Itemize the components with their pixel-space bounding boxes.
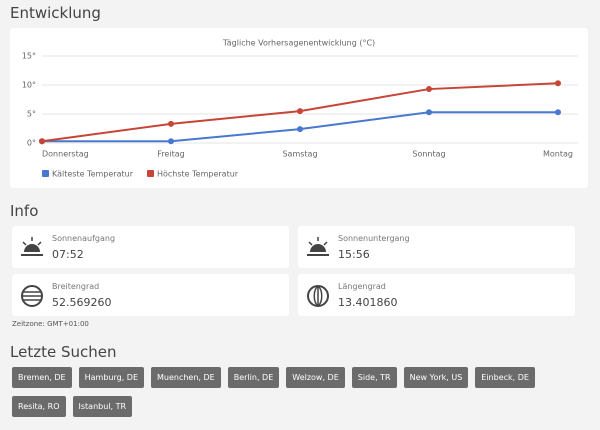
info-label: Breitengrad bbox=[52, 282, 100, 291]
x-tick-label: Sonntag bbox=[412, 150, 445, 159]
sunset-icon bbox=[307, 237, 329, 256]
point bbox=[168, 120, 174, 127]
timezone: Zeitzone: GMT+01:00 bbox=[12, 320, 89, 328]
section-heading: Letzte Suchen bbox=[10, 343, 117, 361]
search-button[interactable]: Side, TR bbox=[351, 367, 397, 388]
point bbox=[555, 109, 561, 116]
legend-swatch bbox=[42, 170, 49, 177]
point bbox=[555, 80, 561, 87]
info-card: Breitengrad 52.569260 bbox=[12, 274, 289, 316]
info-label: Sonnenaufgang bbox=[52, 234, 116, 243]
info-label: Längengrad bbox=[338, 282, 386, 291]
chart: Tägliche Vorhersagenentwicklung (°C) 0° 5… bbox=[22, 39, 578, 179]
latitude-icon bbox=[21, 285, 43, 307]
info-card: Längengrad 13.401860 bbox=[298, 274, 575, 316]
section-heading: Info bbox=[10, 202, 39, 220]
info-label: Sonnenuntergang bbox=[338, 234, 410, 243]
search-button[interactable]: Welzow, DE bbox=[286, 367, 345, 388]
y-tick-label: 15° bbox=[22, 52, 36, 61]
section-heading: Entwicklung bbox=[10, 4, 101, 22]
search-button[interactable]: Resita, RO bbox=[12, 396, 66, 417]
point bbox=[168, 138, 174, 145]
info-value: 52.569260 bbox=[52, 296, 112, 309]
search-button[interactable]: Hamburg, DE bbox=[78, 367, 144, 388]
x-tick-label: Montag bbox=[543, 150, 573, 159]
recent-searches: Bremen, DE Hamburg, DE Muenchen, DE Berlin,… bbox=[12, 367, 592, 417]
x-tick-label: Freitag bbox=[157, 150, 184, 159]
x-tick-label: Samstag bbox=[282, 150, 317, 159]
chart-title: Tägliche Vorhersagenentwicklung (°C) bbox=[222, 39, 375, 48]
y-tick-label: 5° bbox=[27, 110, 36, 119]
chart-card: Tägliche Vorhersagenentwicklung (°C) 0° 5… bbox=[10, 28, 588, 188]
info-card: Sonnenuntergang 15:56 bbox=[298, 226, 575, 268]
info-value: 13.401860 bbox=[338, 296, 398, 309]
sunrise-icon bbox=[21, 237, 43, 256]
search-button[interactable]: Istanbul, TR bbox=[72, 396, 133, 417]
legend-label: Höchste Temperatur bbox=[157, 170, 239, 179]
y-tick-label: 0° bbox=[27, 139, 36, 148]
longitude-icon bbox=[307, 285, 329, 307]
legend-label: Kälteste Temperatur bbox=[52, 170, 134, 179]
y-tick-label: 10° bbox=[22, 81, 36, 90]
point bbox=[297, 108, 303, 115]
point bbox=[297, 126, 303, 133]
legend-swatch bbox=[147, 170, 154, 177]
search-button[interactable]: Bremen, DE bbox=[12, 367, 72, 388]
info-value: 07:52 bbox=[52, 248, 84, 261]
search-button[interactable]: Muenchen, DE bbox=[151, 367, 221, 388]
point bbox=[426, 86, 432, 93]
x-tick-label: Donnerstag bbox=[42, 150, 89, 159]
search-button[interactable]: Einbeck, DE bbox=[475, 367, 535, 388]
info-card: Sonnenaufgang 07:52 bbox=[12, 226, 289, 268]
search-button[interactable]: New York, US bbox=[403, 367, 469, 388]
info-value: 15:56 bbox=[338, 248, 370, 261]
point bbox=[39, 138, 45, 145]
search-button[interactable]: Berlin, DE bbox=[227, 367, 280, 388]
point bbox=[426, 109, 432, 116]
